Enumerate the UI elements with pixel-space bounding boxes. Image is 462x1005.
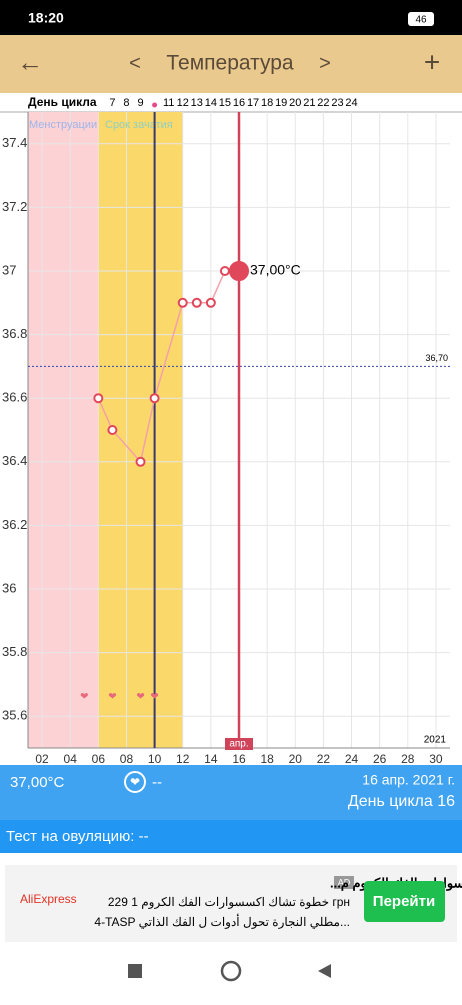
- today-label: апр.: [229, 739, 248, 750]
- mood-icon[interactable]: [124, 771, 146, 793]
- point: [205, 297, 216, 308]
- chart: 7 8 9 11 12 13 14 15 16 17 18 19 20 21 22 23 2435.635.83…: [0, 97, 462, 766]
- info-temp: 37,00°C: [10, 774, 65, 791]
- y-tick-label: 35.6: [2, 708, 27, 723]
- selected-label: 37,00°C: [250, 262, 301, 278]
- y-tick-label: 37: [2, 262, 16, 277]
- heart-icon: ❤: [130, 775, 140, 789]
- cycle-day: 19: [275, 97, 287, 109]
- cycle-day: 12: [177, 97, 189, 109]
- y-tick-label: 35.8: [2, 644, 27, 659]
- x-tick-label: 10: [148, 752, 162, 766]
- ad-badge-bg: [334, 876, 354, 889]
- heart: ❤: [108, 692, 116, 703]
- year: 2021: [424, 735, 447, 746]
- prev-button[interactable]: <: [129, 52, 141, 74]
- info-mood: --: [152, 774, 162, 791]
- point: [219, 266, 230, 276]
- legend-item: Менструации: [29, 119, 97, 131]
- add-button[interactable]: +: [424, 46, 440, 77]
- cycle-today-dot: [152, 102, 158, 108]
- point: [135, 456, 146, 467]
- cycle-day: 9: [137, 97, 143, 109]
- cycle-day: 21: [303, 97, 315, 109]
- info-date: 16 апр. 2021 г.: [362, 772, 455, 788]
- y-tick-label: 36.4: [2, 453, 27, 468]
- test-bar: [0, 820, 462, 853]
- cycle-day: 13: [191, 97, 203, 109]
- x-tick-label: 16: [232, 752, 246, 766]
- cycle-day: 24: [345, 97, 357, 109]
- x-tick-label: 22: [317, 752, 331, 766]
- today-label-bg: [225, 738, 253, 750]
- back-button[interactable]: ←: [17, 47, 43, 77]
- x-tick-label: 28: [401, 752, 415, 766]
- nav-home[interactable]: [220, 960, 242, 982]
- x-tick-label: 12: [176, 752, 190, 766]
- cycle-day: 23: [331, 97, 343, 109]
- region: [28, 112, 99, 748]
- y-tick-label: 36.2: [2, 517, 27, 532]
- ad-button[interactable]: Перейти: [373, 893, 435, 910]
- legend-item: Срок зачатия: [105, 119, 173, 131]
- y-tick-label: 36.8: [2, 326, 27, 341]
- header: [0, 35, 462, 93]
- battery-level: 46: [415, 15, 427, 26]
- cycle-day: 7: [109, 97, 115, 109]
- selected-point: [229, 261, 249, 281]
- y-tick-label: 37.2: [2, 199, 27, 214]
- cycle-day: 18: [261, 97, 273, 109]
- nav-bar: [0, 945, 462, 1000]
- heart: ❤: [150, 692, 158, 703]
- ad-badge: AD: [338, 877, 351, 887]
- cycle-day: 17: [247, 97, 259, 109]
- info-cycle-day: День цикла 16: [348, 793, 455, 810]
- cycle-day: 20: [289, 97, 301, 109]
- cycle-day: 22: [317, 97, 329, 109]
- heart: ❤: [136, 692, 144, 703]
- x-tick-label: 04: [64, 752, 78, 766]
- y-tick-label: 36: [2, 580, 16, 595]
- status-bar: [0, 0, 462, 35]
- ad-line2: خطوة تشاك اكسسوارات الفك الكروم 1 229 гр…: [108, 895, 350, 909]
- x-tick-label: 08: [120, 752, 134, 766]
- ad-brand: AliExpress: [20, 892, 77, 906]
- x-tick-label: 30: [429, 752, 443, 766]
- cover-line-label: 36,70: [425, 353, 448, 363]
- time: 18:20: [28, 10, 64, 26]
- point: [177, 297, 188, 308]
- x-tick-label: 26: [373, 752, 387, 766]
- cycle-day: 15: [219, 97, 231, 109]
- ad-line3: 4-TASP مطلي النجارة تحول أدوات ل الفك ال…: [94, 914, 350, 929]
- battery: [408, 12, 434, 26]
- cycle-day: 11: [163, 97, 174, 109]
- x-tick-label: 02: [35, 752, 49, 766]
- cycle-label: День цикла: [28, 95, 97, 109]
- point: [191, 297, 202, 308]
- x-tick-label: 20: [289, 752, 303, 766]
- heart: ❤: [80, 692, 88, 703]
- point: [149, 393, 160, 404]
- nav-recent[interactable]: [128, 964, 142, 978]
- y-tick-label: 37.4: [2, 135, 27, 150]
- x-tick-label: 06: [92, 752, 106, 766]
- x-tick-label: 18: [260, 752, 274, 766]
- y-tick-label: 36.6: [2, 390, 27, 405]
- x-tick-label: 24: [345, 752, 359, 766]
- ad-button-bg[interactable]: [364, 881, 445, 922]
- cycle-day: 16: [233, 97, 245, 109]
- point: [107, 425, 118, 435]
- next-button[interactable]: >: [319, 52, 331, 74]
- x-tick-label: 14: [204, 752, 218, 766]
- info-bar: [0, 765, 462, 820]
- nav-back[interactable]: [318, 964, 331, 978]
- title: Температура: [166, 52, 294, 75]
- point: [93, 393, 104, 404]
- cycle-day: 8: [123, 97, 129, 109]
- cycle-day: 14: [205, 97, 217, 109]
- test[interactable]: Тест на овуляцию: --: [6, 828, 149, 845]
